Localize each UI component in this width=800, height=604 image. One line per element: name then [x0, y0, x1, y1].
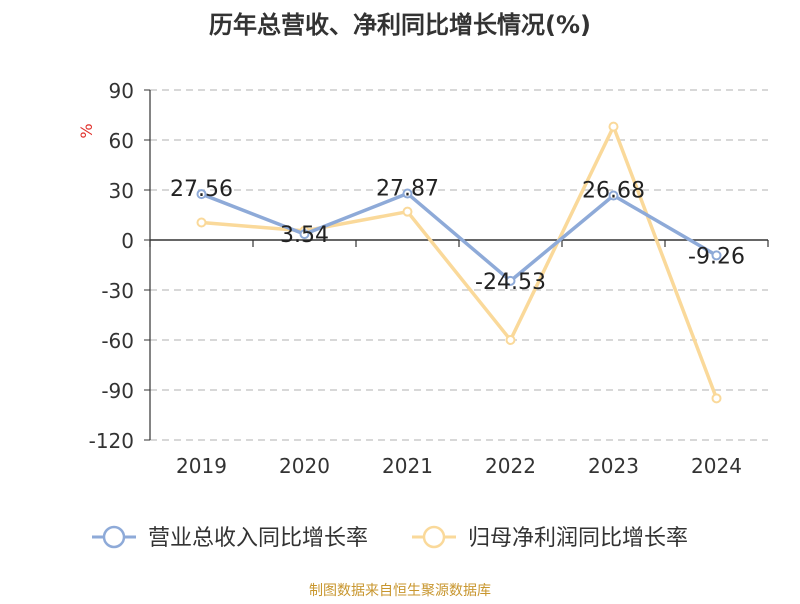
y-axis-unit-label: % — [77, 123, 96, 138]
legend-label: 营业总收入同比增长率 — [148, 526, 368, 551]
x-tick-label: 2023 — [588, 454, 639, 478]
data-point — [196, 189, 207, 200]
legend: 营业总收入同比增长率 归母净利润同比增长率 — [92, 525, 688, 551]
data-point — [505, 275, 516, 286]
series-line — [199, 191, 719, 283]
axis-layer: 90 60 30 0 -30 -60 -90 -120 2019 2020 2021 2022 2023… — [89, 79, 769, 478]
data-label: -24.53 — [475, 270, 546, 295]
data-label: 3.54 — [280, 223, 329, 248]
y-tick-label: 90 — [109, 79, 134, 103]
x-tick-label: 2021 — [382, 454, 433, 478]
y-tick-label: -120 — [89, 429, 134, 453]
legend-marker-icon — [102, 525, 126, 549]
data-label: -9.26 — [688, 244, 745, 269]
grid-layer — [150, 89, 768, 441]
y-tick-label: -30 — [101, 279, 134, 303]
x-tick-label: 2024 — [691, 454, 742, 478]
legend-label: 归母净利润同比增长率 — [468, 526, 688, 551]
y-tick-label: 30 — [109, 179, 134, 203]
legend-item[interactable]: 归母净利润同比增长率 — [412, 525, 688, 551]
legend-marker-icon — [422, 525, 446, 549]
series-line — [199, 124, 719, 401]
data-point — [711, 250, 722, 261]
legend-item[interactable]: 营业总收入同比增长率 — [92, 525, 368, 551]
series-layer — [196, 121, 722, 404]
data-label-layer: 27.56 3.54 27.87 -24.53 26.68 -9.26 — [170, 177, 745, 295]
data-point — [608, 190, 619, 201]
source-note: 制图数据来自恒生聚源数据库 — [309, 583, 491, 599]
data-point — [402, 188, 413, 199]
chart-title: 历年总营收、净利同比增长情况(%) — [209, 11, 591, 39]
data-label: 26.68 — [582, 179, 645, 204]
data-point — [402, 206, 413, 217]
data-point — [299, 229, 310, 240]
y-tick-label: 0 — [121, 229, 134, 253]
data-label: 27.56 — [170, 177, 233, 202]
y-tick-label: -60 — [101, 329, 134, 353]
y-tick-label: 60 — [109, 129, 134, 153]
data-point — [196, 217, 207, 228]
x-tick-label: 2022 — [485, 454, 536, 478]
x-tick-label: 2019 — [176, 454, 227, 478]
x-tick-label: 2020 — [279, 454, 330, 478]
data-point — [505, 335, 516, 345]
data-point — [608, 121, 619, 132]
y-tick-label: -90 — [101, 379, 134, 403]
data-label: 27.87 — [376, 177, 439, 202]
data-point — [711, 393, 722, 404]
